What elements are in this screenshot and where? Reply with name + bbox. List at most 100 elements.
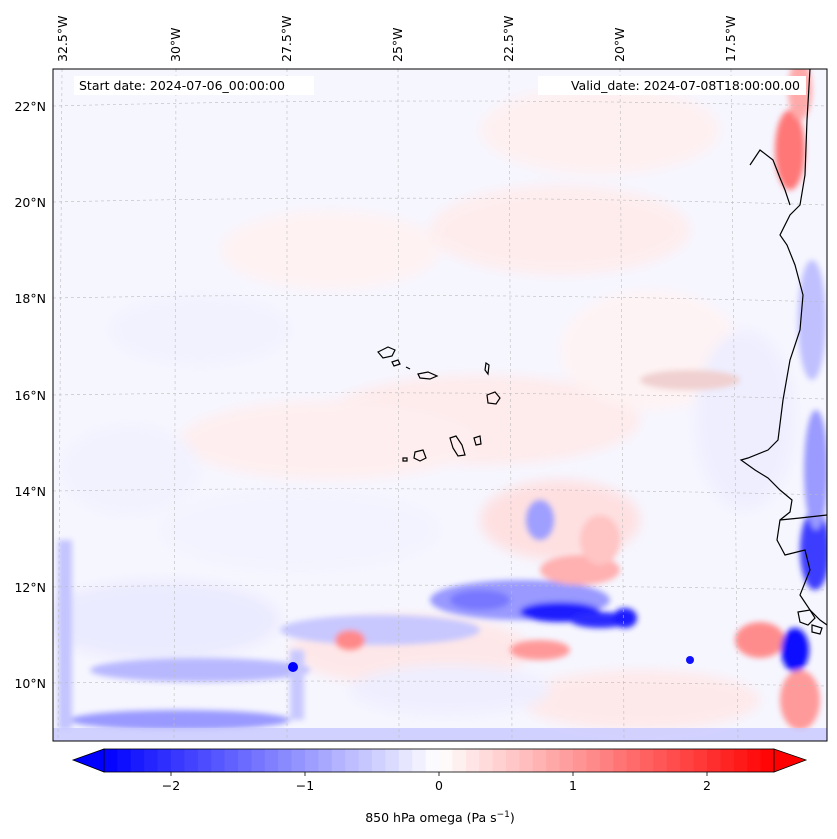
lat-label-16N: 16°N [14,388,46,403]
lon-label-17-5W: 17.5°W [723,16,738,62]
colorbar-tick-label: 2 [703,778,711,793]
colorbar-band [546,749,560,772]
colorbar-band [412,749,426,772]
santo-antao [377,346,396,359]
latitude-labels: 22°N 20°N 18°N 16°N 14°N 12°N 10°N [14,99,46,691]
colorbar-band [707,749,721,772]
colorbar-band [104,749,118,772]
colorbar-band [693,749,708,772]
sal [484,361,490,376]
gridlines [53,69,827,741]
colorbar-band [519,749,534,772]
longitude-labels: 32.5°W 30°W 27.5°W 25°W 22.5°W 20°W 17.5… [55,16,738,62]
parallel-16N [53,392,827,400]
parallel-22N [53,100,827,107]
colorbar-band [452,749,467,772]
gambia-estuary [779,514,827,521]
lon-label-27-5W: 27.5°W [279,16,294,62]
coastlines [377,69,827,635]
colorbar-band [144,749,158,772]
africa-coast-north [749,149,791,206]
colorbar-band [264,749,279,772]
colorbar-band [640,749,654,772]
colorbar-label-main: 850 hPa omega (Pa s [365,810,496,825]
parallel-14N [53,488,827,496]
colorbar-band [626,749,641,772]
colorbar-band [733,749,748,772]
colorbar-band [130,749,145,772]
colorbar-band [278,749,292,772]
colorbar-band [358,749,373,772]
valid-date-label: Valid_date: 2024-07-08T18:00:00.00 [571,78,800,93]
colorbar-bands [104,749,775,772]
colorbar-band [117,749,132,772]
lon-label-30W: 30°W [168,27,183,62]
lon-label-32-5W: 32.5°W [55,16,70,62]
colorbar-band [331,749,346,772]
parallel-10N [53,680,827,687]
map-panel: Start date: 2024-07-06_00:00:00 Valid_da… [52,68,828,742]
colorbar-band [291,749,306,772]
colorbar-band [559,749,574,772]
colorbar-band [345,749,359,772]
parallel-18N [53,294,827,303]
colorbar-band [305,749,319,772]
brava [402,457,408,462]
colorbar-band [492,749,507,772]
meridian-17-5W [730,69,739,741]
start-date-label: Start date: 2024-07-06_00:00:00 [79,78,285,93]
colorbar-band [372,749,386,772]
colorbar-band [385,749,400,772]
colorbar-band [760,749,775,772]
lat-label-20N: 20°N [14,195,46,210]
lat-label-10N: 10°N [14,676,46,691]
colorbar-extend-high [773,748,808,773]
colorbar-band [586,749,601,772]
colorbar-band [653,749,668,772]
boa-vista [486,391,501,405]
colorbar: −2 −1 0 1 2 850 hPa omega (Pa s−1) [71,748,808,825]
fogo [413,449,427,462]
colorbar-label-close: ) [510,810,515,825]
colorbar-band [251,749,266,772]
lat-label-12N: 12°N [14,580,46,595]
colorbar-band [439,749,453,772]
lon-label-25W: 25°W [390,27,405,62]
colorbar-ticks: −2 −1 0 1 2 [162,772,711,793]
map-frame [52,68,828,742]
colorbar-band [479,749,493,772]
colorbar-band [157,749,172,772]
lat-label-22N: 22°N [14,99,46,114]
start-date-box [74,76,314,95]
colorbar-band [398,749,413,772]
colorbar-band [506,749,520,772]
parallel-12N [53,584,827,591]
colorbar-band [532,749,547,772]
africa-coastline [739,69,827,626]
colorbar-band [720,749,735,772]
colorbar-band [425,749,440,772]
sao-vicente [391,359,401,367]
colorbar-extend-low [71,748,105,773]
colorbar-band [599,749,614,772]
meridian-30W [173,69,177,741]
colorbar-band [666,749,681,772]
colorbar-band [573,749,587,772]
lon-label-20W: 20°W [612,27,627,62]
colorbar-tick-label: 1 [569,778,577,793]
meridian-22-5W [508,69,513,741]
omega-field [53,69,827,741]
lon-label-22-5W: 22.5°W [501,16,516,62]
colorbar-band [171,749,185,772]
colorbar-label-sup: −1 [497,810,510,820]
colorbar-tick-label: −1 [296,778,314,793]
colorbar-band [613,749,627,772]
sao-nicolau [417,371,439,380]
meridian-20W [619,69,625,741]
colorbar-band [211,749,225,772]
valid-date-box [538,76,806,95]
lat-label-14N: 14°N [14,484,46,499]
colorbar-band [318,749,333,772]
colorbar-band [465,749,480,772]
